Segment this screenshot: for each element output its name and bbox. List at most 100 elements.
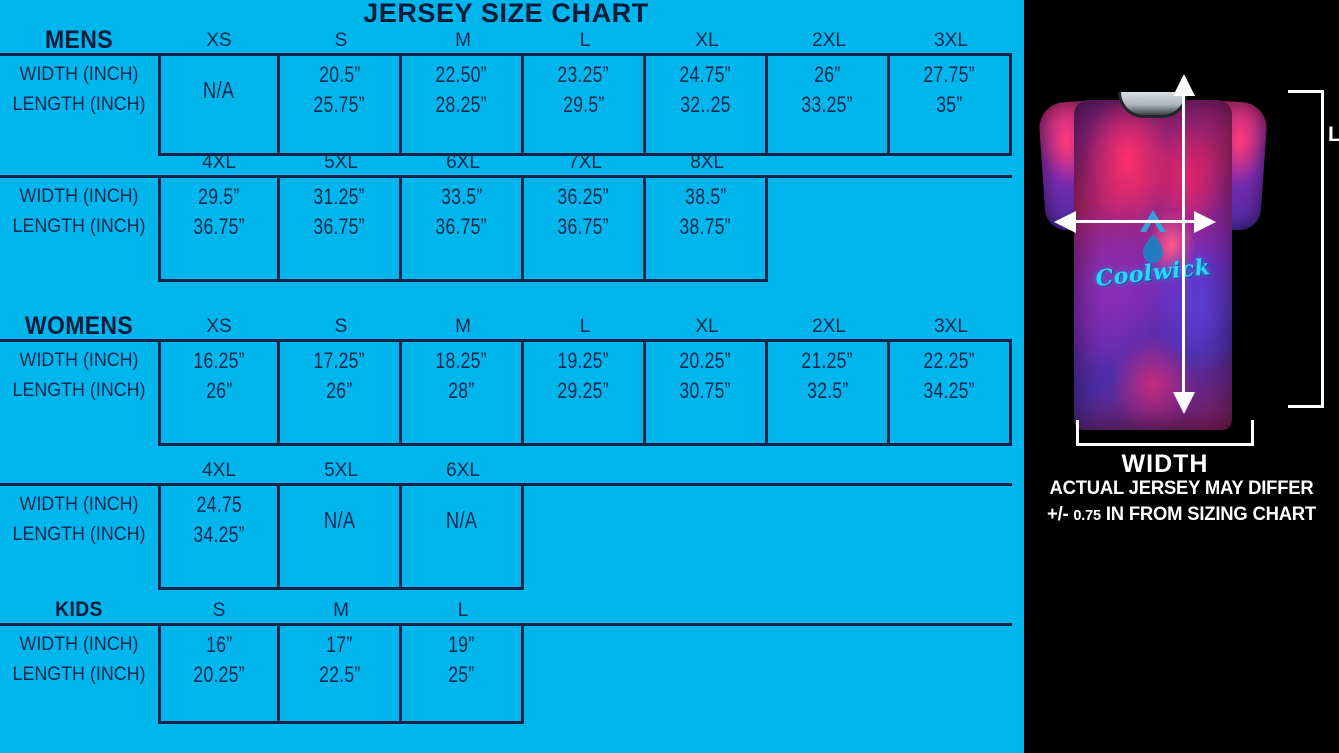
womens-size-header: 3XL: [934, 316, 968, 337]
cell-width-value: 23.25”: [557, 62, 610, 87]
mens-size-header-row-2: 4XL 5XL 6XL 7XL 8XL: [0, 148, 1012, 178]
row-label-length: LENGTH (INCH): [12, 216, 146, 237]
mens-cell: 31.25” 36.75”: [280, 178, 402, 282]
jersey-brand-script: Coolwick: [1094, 254, 1212, 292]
womens-size-header-row-2: 4XL 5XL 6XL: [0, 456, 1012, 486]
kids-size-header: L: [457, 600, 469, 621]
cell-width-value: N/A: [445, 507, 478, 533]
mens-size-header: XS: [206, 30, 232, 51]
womens-size-header: 5XL: [324, 460, 358, 481]
cell-width-value: N/A: [203, 77, 235, 103]
cell-length-value: 35”: [936, 92, 963, 117]
kids-size-header: M: [333, 600, 349, 621]
womens-cell: 21.25” 32.5”: [768, 342, 890, 446]
disclaimer-tolerance: 0.75: [1073, 507, 1101, 524]
cell-width-value: 22.25”: [923, 348, 976, 373]
cell-width-value: 24.75: [196, 492, 242, 517]
cell-length-value: 34.25”: [923, 378, 976, 403]
cell-width-value: 17.25”: [313, 348, 366, 373]
chart-panel: JERSEY SIZE CHART MENS XS S M L XL 2XL 3XL WID…: [0, 0, 1024, 753]
kids-cell: 19” 25”: [402, 626, 524, 724]
category-label-mens: MENS: [45, 26, 113, 54]
disclaimer-suffix: IN FROM SIZING CHART: [1105, 504, 1316, 525]
womens-cell: 20.25” 30.75”: [646, 342, 768, 446]
mens-size-header: L: [579, 30, 591, 51]
womens-cell: 19.25” 29.25”: [524, 342, 646, 446]
mens-size-header: 5XL: [324, 152, 358, 173]
womens-size-header: XS: [206, 316, 232, 337]
cell-length-value: 32.5”: [806, 378, 849, 403]
womens-cell: 18.25” 28”: [402, 342, 524, 446]
mens-cell: 24.75” 32..25: [646, 56, 768, 156]
cell-width-value: 31.25”: [313, 184, 366, 209]
womens-size-header: 6XL: [446, 460, 480, 481]
width-label: WIDTH: [1121, 450, 1209, 478]
mens-size-header: 2XL: [812, 30, 846, 51]
cell-width-value: N/A: [323, 507, 356, 533]
length-measure-arrow-icon: [1182, 94, 1185, 394]
jersey-logo-icon: [1130, 208, 1176, 264]
womens-size-header: S: [334, 316, 348, 337]
mens-size-header: 6XL: [446, 152, 480, 173]
mens-cell: 38.5” 38.75”: [646, 178, 768, 282]
cell-length-value: 36.75”: [435, 214, 488, 239]
womens-size-header: 4XL: [202, 460, 236, 481]
womens-row-labels: WIDTH (INCH) LENGTH (INCH): [0, 342, 158, 446]
jersey-neck-tag-icon: ▲: [1150, 120, 1156, 126]
cell-width-value: 21.25”: [801, 348, 854, 373]
mens-cell: 36.25” 36.75”: [524, 178, 646, 282]
womens-table-block-2: WIDTH (INCH) LENGTH (INCH) 24.75 34.25” N/A N…: [0, 486, 1012, 590]
womens-cell: 16.25” 26”: [158, 342, 280, 446]
womens-size-header-row: WOMENS XS S M L XL 2XL 3XL: [0, 312, 1012, 342]
cell-width-value: 24.75”: [679, 62, 732, 87]
jersey-illustration-panel: Coolwick ▲ LENGTH WIDTH ACTUAL JERSEY MA…: [1024, 0, 1339, 753]
womens-cell: N/A: [280, 486, 402, 590]
mens-cell: 26” 33.25”: [768, 56, 890, 156]
mens-cell: 33.5” 36.75”: [402, 178, 524, 282]
mens-table-block-2: WIDTH (INCH) LENGTH (INCH) 29.5” 36.75” 31.2…: [0, 178, 1012, 282]
mens-cell: 29.5” 36.75”: [158, 178, 280, 282]
jersey-measurement-diagram: Coolwick ▲ LENGTH WIDTH: [1030, 68, 1339, 478]
womens-row-labels: WIDTH (INCH) LENGTH (INCH): [0, 486, 158, 590]
width-measure-arrow-icon: [1074, 220, 1196, 223]
width-bracket: [1076, 420, 1254, 446]
row-label-width: WIDTH (INCH): [19, 634, 139, 655]
kids-size-header-row: KIDS S M L: [0, 596, 1012, 626]
page-title: JERSEY SIZE CHART: [363, 0, 649, 28]
mens-size-header: 7XL: [568, 152, 602, 173]
row-label-width: WIDTH (INCH): [19, 350, 139, 371]
length-bracket: [1288, 90, 1324, 408]
cell-length-value: 32..25: [680, 92, 731, 117]
category-label-womens: WOMENS: [24, 312, 134, 340]
cell-length-value: 29.25”: [557, 378, 610, 403]
womens-cell: N/A: [402, 486, 524, 590]
cell-width-value: 33.5”: [440, 184, 483, 209]
cell-width-value: 27.75”: [923, 62, 976, 87]
jersey-body: Coolwick: [1074, 100, 1232, 430]
cell-width-value: 22.50”: [435, 62, 488, 87]
row-label-width: WIDTH (INCH): [19, 64, 139, 85]
row-label-length: LENGTH (INCH): [12, 664, 146, 685]
womens-size-header: M: [455, 316, 471, 337]
mens-cell: 22.50” 28.25”: [402, 56, 524, 156]
womens-size-header: XL: [695, 316, 719, 337]
kids-cell: 16” 20.25”: [158, 626, 280, 724]
womens-cell: 17.25” 26”: [280, 342, 402, 446]
mens-size-header: 3XL: [934, 30, 968, 51]
cell-width-value: 18.25”: [435, 348, 488, 373]
mens-cell: 20.5” 25.75”: [280, 56, 402, 156]
mens-cell: 27.75” 35”: [890, 56, 1012, 156]
cell-length-value: 28.25”: [435, 92, 488, 117]
row-label-length: LENGTH (INCH): [12, 380, 146, 401]
womens-size-header: L: [579, 316, 591, 337]
kids-cell: 17” 22.5”: [280, 626, 402, 724]
length-label: LENGTH: [1328, 123, 1339, 146]
cell-length-value: 29.5”: [562, 92, 605, 117]
cell-length-value: 30.75”: [679, 378, 732, 403]
mens-size-header: 4XL: [202, 152, 236, 173]
category-label-kids: KIDS: [55, 598, 103, 621]
cell-width-value: 36.25”: [557, 184, 610, 209]
kids-table-block-1: WIDTH (INCH) LENGTH (INCH) 16” 20.25” 17” 22.…: [0, 626, 1012, 724]
row-label-width: WIDTH (INCH): [19, 494, 139, 515]
